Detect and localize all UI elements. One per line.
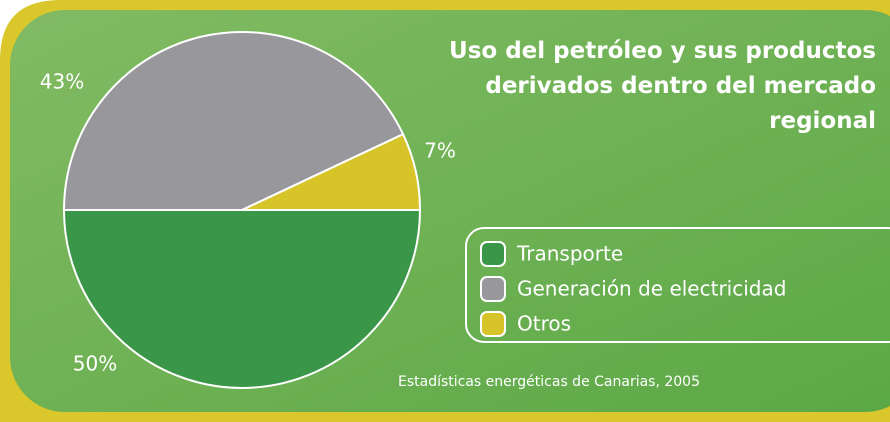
chart-title: Uso del petróleo y sus productos derivad… (449, 38, 876, 134)
pie-slice (62, 209, 422, 389)
data-label: 7% (424, 139, 456, 163)
legend-label: Otros (517, 312, 571, 336)
legend-swatch (480, 276, 506, 302)
data-label: 43% (40, 70, 84, 94)
data-label: 50% (73, 352, 117, 376)
source: Estadísticas energéticas de Canarias, 20… (398, 374, 700, 390)
legend-swatch (480, 241, 506, 267)
legend-box (465, 227, 890, 343)
pie-slice (62, 31, 405, 211)
pie-slice (241, 132, 422, 211)
legend-label: Generación de electricidad (517, 277, 786, 301)
legend-swatch (480, 311, 506, 337)
legend-label: Transporte (516, 242, 623, 266)
